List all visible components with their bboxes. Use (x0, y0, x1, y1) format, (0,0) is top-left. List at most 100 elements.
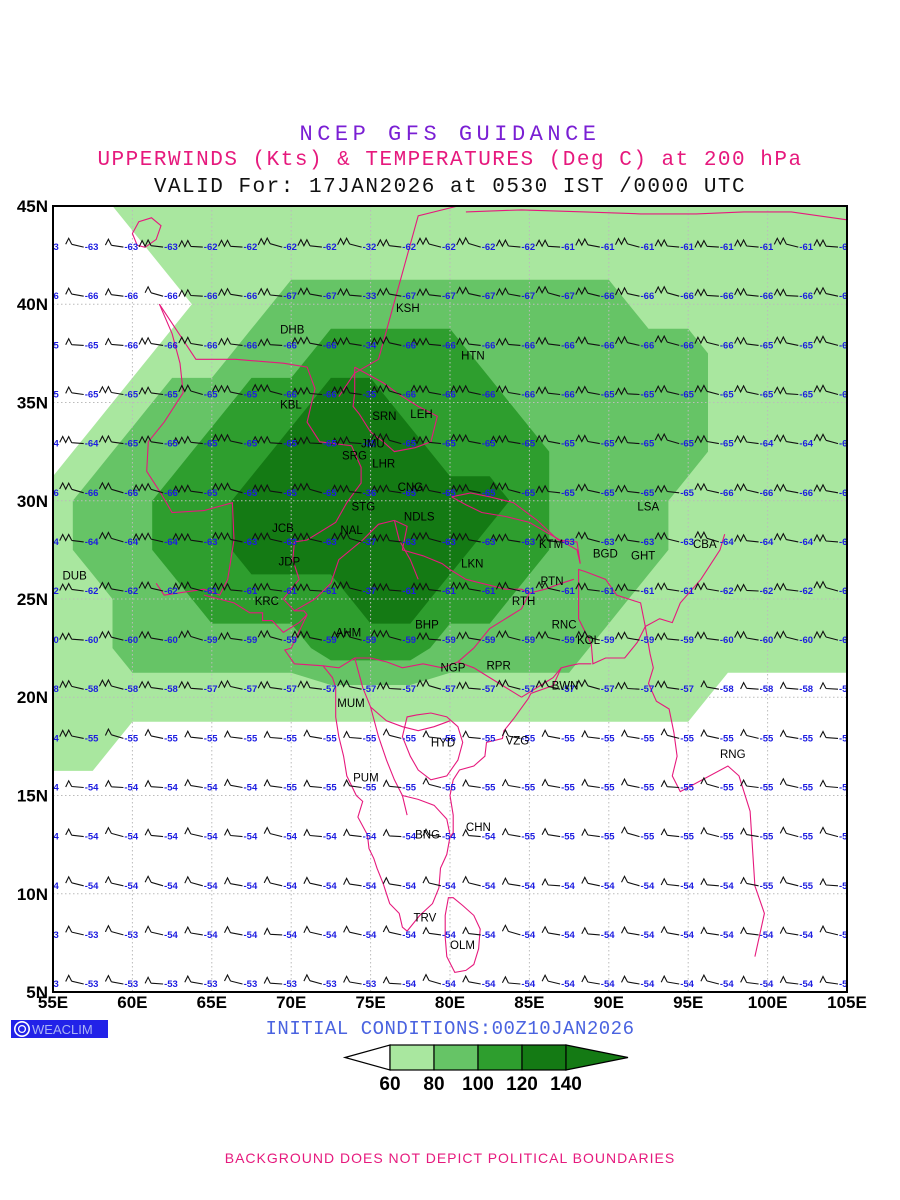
svg-text:-33: -33 (363, 291, 377, 302)
svg-text:-60: -60 (164, 635, 178, 646)
svg-text:-58: -58 (124, 684, 138, 695)
svg-text:BGD: BGD (593, 549, 618, 561)
svg-text:60E: 60E (117, 993, 147, 1012)
svg-text:-65: -65 (760, 390, 774, 401)
svg-text:-55: -55 (641, 832, 655, 843)
svg-text:-55: -55 (85, 733, 99, 744)
svg-text:-63: -63 (641, 537, 655, 548)
svg-text:OLM: OLM (450, 940, 475, 952)
svg-text:-61: -61 (323, 586, 337, 597)
svg-text:-61: -61 (680, 242, 694, 253)
svg-text:-66: -66 (680, 340, 694, 351)
svg-text:-54: -54 (244, 783, 258, 794)
svg-text:-32: -32 (363, 242, 377, 253)
svg-text:-62: -62 (799, 586, 813, 597)
svg-text:BNG: BNG (415, 830, 440, 842)
svg-text:-65: -65 (204, 390, 218, 401)
svg-text:-57: -57 (244, 684, 258, 695)
svg-text:-55: -55 (442, 783, 456, 794)
svg-text:-55: -55 (482, 733, 496, 744)
svg-text:-55: -55 (561, 783, 575, 794)
svg-text:-63: -63 (204, 537, 218, 548)
svg-text:-66: -66 (641, 340, 655, 351)
svg-text:-59: -59 (641, 635, 655, 646)
svg-text:RNC: RNC (552, 620, 577, 632)
svg-text:-63: -63 (482, 537, 496, 548)
svg-text:BHP: BHP (415, 620, 439, 632)
svg-text:-55: -55 (720, 783, 734, 794)
svg-text:-63: -63 (283, 537, 297, 548)
svg-text:-58: -58 (720, 684, 734, 695)
svg-text:-54: -54 (760, 979, 774, 990)
svg-text:-63: -63 (124, 242, 138, 253)
svg-text:-62: -62 (521, 242, 535, 253)
svg-text:RPR: RPR (487, 661, 511, 673)
svg-text:-66: -66 (720, 291, 734, 302)
svg-text:-66: -66 (85, 291, 99, 302)
svg-text:-66: -66 (124, 291, 138, 302)
svg-text:-66: -66 (799, 488, 813, 499)
svg-text:-65: -65 (442, 439, 456, 450)
svg-text:-65: -65 (124, 390, 138, 401)
svg-text:-66: -66 (164, 291, 178, 302)
svg-text:-55: -55 (601, 783, 615, 794)
svg-text:-65: -65 (521, 488, 535, 499)
svg-text:-55: -55 (760, 881, 774, 892)
svg-text:-66: -66 (680, 291, 694, 302)
svg-text:-61: -61 (720, 242, 734, 253)
svg-text:-54: -54 (363, 881, 377, 892)
svg-text:-65: -65 (244, 439, 258, 450)
svg-text:-53: -53 (85, 930, 99, 941)
svg-text:-61: -61 (442, 586, 456, 597)
svg-text:-65: -65 (601, 488, 615, 499)
svg-text:-54: -54 (323, 881, 337, 892)
svg-text:LSA: LSA (637, 502, 659, 514)
svg-text:-66: -66 (124, 488, 138, 499)
svg-text:-54: -54 (442, 881, 456, 892)
svg-text:STG: STG (352, 502, 376, 514)
svg-text:WEACLIM: WEACLIM (32, 1022, 93, 1037)
svg-text:NGP: NGP (441, 663, 466, 675)
svg-text:-55: -55 (601, 733, 615, 744)
svg-text:-65: -65 (680, 390, 694, 401)
svg-text:-53: -53 (124, 979, 138, 990)
svg-text:-66: -66 (85, 488, 99, 499)
svg-text:-54: -54 (283, 881, 297, 892)
svg-text:-55: -55 (760, 733, 774, 744)
svg-text:-65: -65 (680, 488, 694, 499)
svg-text:-54: -54 (85, 783, 99, 794)
svg-text:-55: -55 (521, 832, 535, 843)
svg-text:-62: -62 (482, 242, 496, 253)
svg-text:60: 60 (379, 1074, 400, 1095)
svg-text:-62: -62 (323, 242, 337, 253)
svg-text:-65: -65 (760, 340, 774, 351)
svg-text:-54: -54 (521, 881, 535, 892)
svg-text:-64: -64 (85, 537, 99, 548)
svg-text:-59: -59 (363, 635, 377, 646)
svg-text:-65: -65 (561, 439, 575, 450)
svg-text:-54: -54 (164, 832, 178, 843)
svg-text:-63: -63 (601, 537, 615, 548)
svg-text:-54: -54 (680, 930, 694, 941)
svg-text:-66: -66 (244, 340, 258, 351)
svg-text:85E: 85E (514, 993, 544, 1012)
svg-text:-59: -59 (601, 635, 615, 646)
svg-text:-54: -54 (561, 979, 575, 990)
svg-text:-54: -54 (561, 930, 575, 941)
svg-text:65E: 65E (197, 993, 227, 1012)
svg-text:-59: -59 (680, 635, 694, 646)
svg-text:-57: -57 (521, 684, 535, 695)
svg-text:-66: -66 (601, 340, 615, 351)
svg-text:HYD: HYD (431, 737, 455, 749)
svg-text:-65: -65 (204, 488, 218, 499)
svg-text:-57: -57 (204, 684, 218, 695)
svg-text:SRG: SRG (342, 451, 367, 463)
svg-text:-54: -54 (720, 930, 734, 941)
svg-text:-54: -54 (402, 930, 416, 941)
svg-text:-55: -55 (482, 783, 496, 794)
svg-text:-59: -59 (442, 635, 456, 646)
svg-text:-66: -66 (204, 291, 218, 302)
svg-text:-58: -58 (760, 684, 774, 695)
svg-text:-65: -65 (124, 439, 138, 450)
svg-text:-65: -65 (283, 439, 297, 450)
